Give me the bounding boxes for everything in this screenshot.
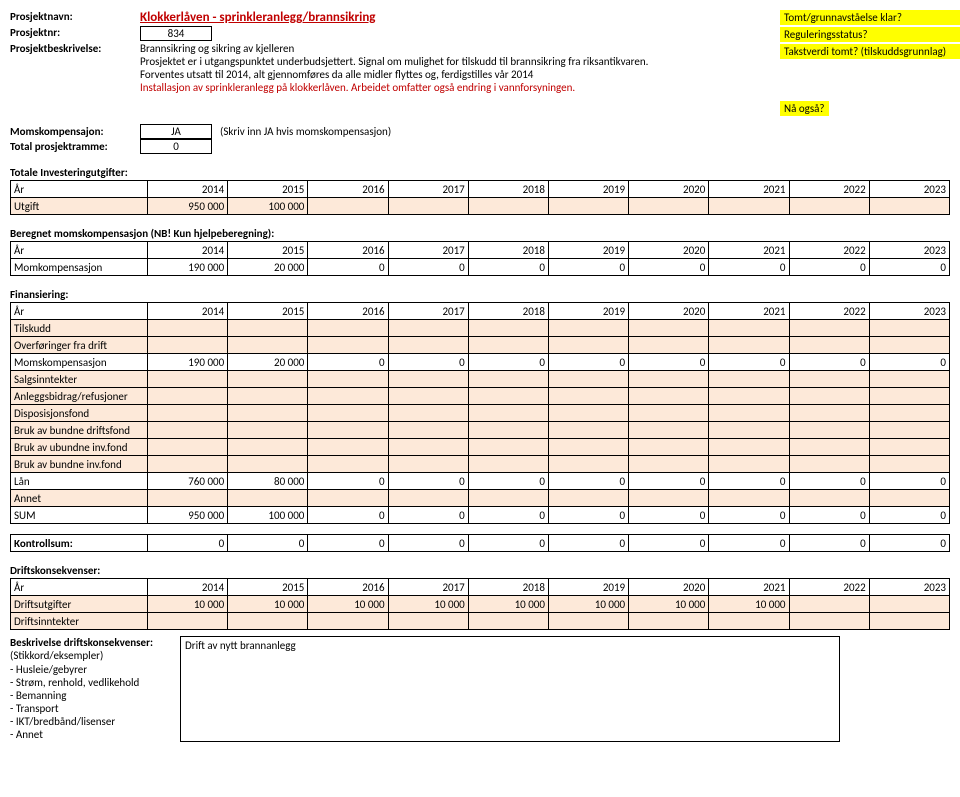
proj-nr-label: Prosjektnr: <box>10 26 140 41</box>
note-box: Takstverdi tomt? (tilskuddsgrunnlag) <box>780 44 960 59</box>
momkomp-table: År 2014201520162017201820192020202120222… <box>10 241 950 276</box>
drift-title: Driftskonsekvenser: <box>10 564 960 577</box>
moms-value: JA <box>140 124 212 139</box>
beskr-title: Beskrivelse driftskonsekvenser: <box>10 636 180 649</box>
moms-label: Momskompensajon: <box>10 125 140 138</box>
desc-line-red: Installasjon av sprinkleranlegg på klokk… <box>140 81 740 94</box>
proj-nr-value: 834 <box>140 26 212 41</box>
bullet-item: Transport <box>10 702 180 715</box>
invest-title: Totale Investeringutgifter: <box>10 166 960 179</box>
proj-name-label: Prosjektnavn: <box>10 10 140 25</box>
bullet-item: Husleie/gebyrer <box>10 663 180 676</box>
row-label: Utgift <box>11 198 148 215</box>
fin-table: År 2014201520162017201820192020202120222… <box>10 302 950 524</box>
note-box: Nå også? <box>780 101 829 116</box>
proj-desc-label: Prosjektbeskrivelse: <box>10 42 140 94</box>
bullet-item: Strøm, renhold, vedlikehold <box>10 676 180 689</box>
momkomp-title: Beregnet momskompensasjon (NB! Kun hjelp… <box>10 227 960 240</box>
kontroll-table: Kontrollsum: 0000000000 <box>10 534 950 552</box>
note-box: Tomt/grunnavståelse klar? <box>780 10 960 25</box>
bullet-item: Bemanning <box>10 689 180 702</box>
desc-line: Forventes utsatt til 2014, alt gjennomfø… <box>140 68 740 81</box>
moms-note: (Skriv inn JA hvis momskompensasjon) <box>220 125 391 138</box>
bullet-item: Annet <box>10 728 180 741</box>
stikk-label: (Stikkord/eksempler) <box>10 649 180 662</box>
drift-table: År 2014201520162017201820192020202120222… <box>10 578 950 630</box>
row-label: År <box>11 181 148 198</box>
bullet-item: IKT/bredbånd/lisenser <box>10 715 180 728</box>
note-box: Reguleringsstatus? <box>780 27 960 42</box>
desc-line: Brannsikring og sikring av kjelleren <box>140 42 740 55</box>
desc-line: Prosjektet er i utgangspunktet underbuds… <box>140 55 740 68</box>
desc-box: Drift av nytt brannanlegg <box>180 636 840 742</box>
proj-name-value: Klokkerlåven - sprinkleranlegg/brannsikr… <box>140 10 375 25</box>
total-ramme-value: 0 <box>140 139 212 154</box>
invest-table: År 2014201520162017201820192020202120222… <box>10 180 950 215</box>
fin-title: Finansiering: <box>10 288 960 301</box>
total-ramme-label: Total prosjektramme: <box>10 140 140 153</box>
